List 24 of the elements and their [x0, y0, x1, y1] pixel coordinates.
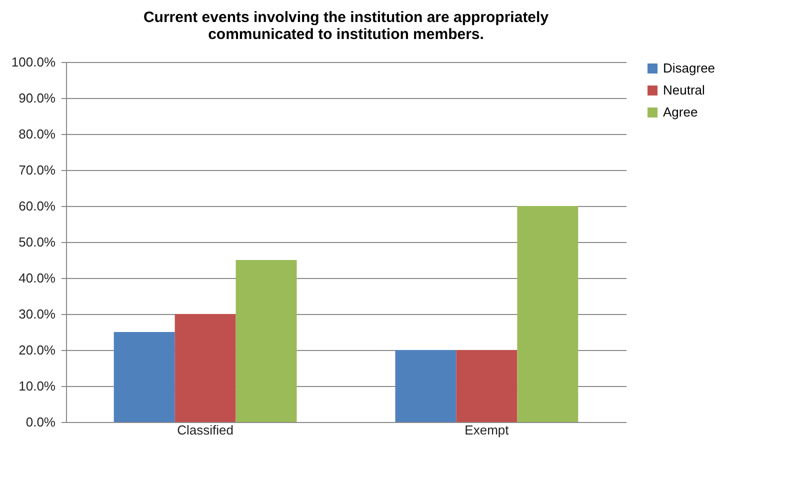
bar	[236, 260, 297, 422]
legend-label: Neutral	[663, 82, 706, 98]
y-tick-label: 0.0%	[26, 414, 56, 430]
y-tick-label: 40.0%	[18, 270, 56, 286]
bar	[174, 314, 236, 422]
y-tick-label: 30.0%	[18, 306, 56, 322]
y-tick-label: 20.0%	[18, 342, 56, 358]
bar	[456, 350, 518, 422]
legend-label: Agree	[663, 104, 698, 120]
x-tick-label: Classified	[177, 422, 234, 438]
text: communicated to institution members.	[208, 26, 484, 43]
y-tick-label: 90.0%	[18, 90, 56, 106]
legend-label: Disagree	[663, 60, 716, 76]
y-tick-label: 70.0%	[18, 162, 56, 178]
y-tick-label: 80.0%	[18, 126, 56, 142]
y-tick-label: 100.0%	[11, 54, 56, 70]
y-tick-label: 10.0%	[18, 378, 56, 394]
y-tick-label: 60.0%	[18, 198, 56, 214]
bar	[395, 350, 456, 422]
bar	[517, 206, 578, 422]
y-tick-label: 50.0%	[18, 234, 56, 250]
x-tick-label: Exempt	[464, 422, 510, 438]
bar	[114, 332, 175, 422]
text: Current events involving the institution are appropriately	[143, 9, 549, 26]
